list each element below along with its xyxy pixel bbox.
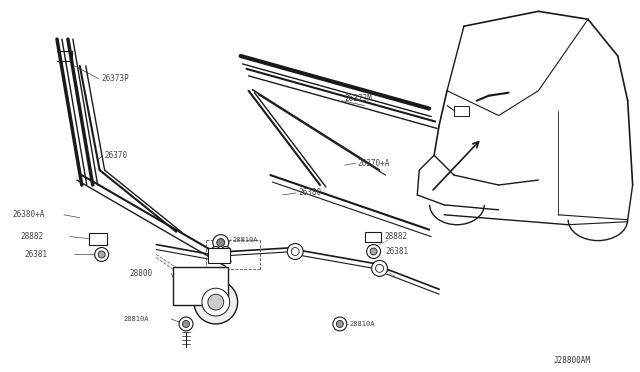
- Text: 28810A: 28810A: [124, 316, 149, 322]
- Circle shape: [372, 260, 387, 276]
- Circle shape: [208, 294, 224, 310]
- Circle shape: [287, 244, 303, 259]
- Text: 26381: 26381: [24, 250, 47, 259]
- Circle shape: [182, 321, 189, 327]
- Circle shape: [211, 247, 221, 256]
- Circle shape: [337, 321, 343, 327]
- Text: 26370+A: 26370+A: [358, 159, 390, 168]
- Circle shape: [202, 288, 230, 316]
- Text: 28882: 28882: [385, 232, 408, 241]
- Circle shape: [217, 238, 225, 247]
- Circle shape: [370, 248, 377, 255]
- Text: 26373P: 26373P: [102, 74, 129, 83]
- FancyBboxPatch shape: [89, 232, 107, 244]
- Circle shape: [98, 251, 105, 258]
- Circle shape: [194, 280, 237, 324]
- Text: J28800AM: J28800AM: [553, 356, 590, 365]
- Circle shape: [221, 247, 230, 256]
- Text: 28810A: 28810A: [350, 321, 375, 327]
- Text: 26381: 26381: [385, 247, 408, 256]
- Circle shape: [367, 244, 381, 259]
- Circle shape: [333, 317, 347, 331]
- FancyBboxPatch shape: [208, 247, 230, 263]
- Text: 28810A: 28810A: [233, 237, 258, 243]
- Text: 28800: 28800: [129, 269, 152, 278]
- Circle shape: [213, 235, 228, 250]
- Text: 26370: 26370: [104, 151, 128, 160]
- FancyBboxPatch shape: [173, 267, 228, 305]
- Circle shape: [179, 317, 193, 331]
- Text: 26373M: 26373M: [345, 94, 372, 103]
- FancyBboxPatch shape: [365, 232, 381, 241]
- Text: 26380: 26380: [298, 189, 321, 198]
- Text: 26380+A: 26380+A: [12, 210, 45, 219]
- Circle shape: [95, 247, 109, 262]
- Text: 28882: 28882: [20, 232, 44, 241]
- FancyBboxPatch shape: [454, 106, 469, 116]
